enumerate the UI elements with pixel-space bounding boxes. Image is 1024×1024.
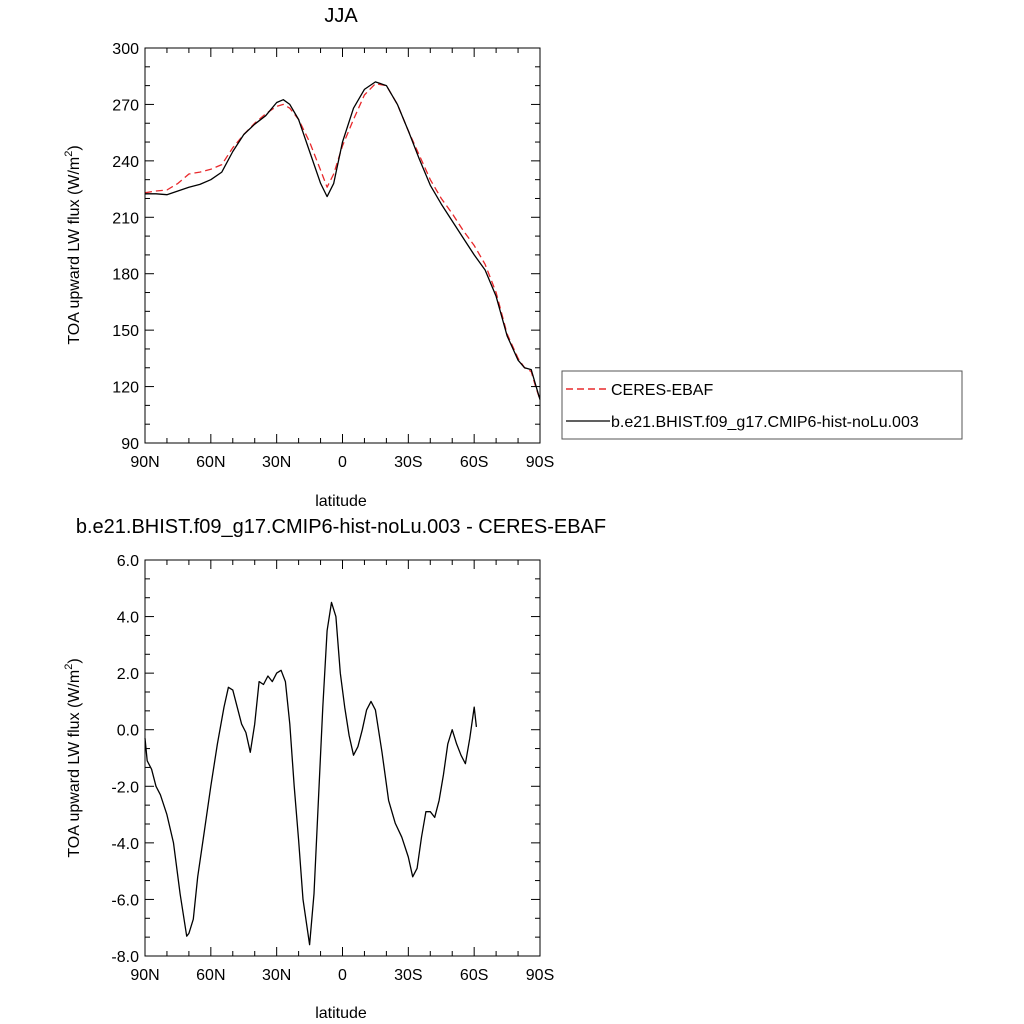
bottom-y-tick-label: -6.0 xyxy=(111,892,139,909)
bottom-x-axis-label: latitude xyxy=(315,1005,367,1022)
bottom-y-tick-label: 0.0 xyxy=(117,723,139,740)
top-x-tick-label: 60S xyxy=(460,454,488,471)
top-y-tick-label: 180 xyxy=(112,267,139,284)
top-x-axis-label: latitude xyxy=(315,493,367,510)
top-y-tick-label: 90 xyxy=(121,436,139,453)
top-y-axis-label-superscript: 2 xyxy=(63,151,75,157)
legend: CERES-EBAF b.e21.BHIST.f09_g17.CMIP6-his… xyxy=(561,370,963,440)
top-panel-title: JJA xyxy=(324,5,358,27)
bottom-x-tick-label: 30N xyxy=(262,967,291,984)
top-x-tick-label: 30N xyxy=(262,454,291,471)
bottom-panel: b.e21.BHIST.f09_g17.CMIP6-hist-noLu.003 … xyxy=(63,516,606,1022)
top-x-tick-label: 30S xyxy=(394,454,422,471)
bottom-panel-title: b.e21.BHIST.f09_g17.CMIP6-hist-noLu.003 … xyxy=(76,516,606,538)
top-y-tick-label: 300 xyxy=(112,41,139,58)
top-y-tick-label: 150 xyxy=(112,323,139,340)
bottom-x-tick-label: 30S xyxy=(394,967,422,984)
bottom-y-tick-label: -8.0 xyxy=(111,949,139,966)
bottom-y-axis-label-end: ) xyxy=(66,658,83,663)
bottom-y-axis-label-main: TOA upward LW flux (W/m xyxy=(66,670,83,858)
bottom-y-tick-label: 4.0 xyxy=(117,610,139,627)
top-y-tick-label: 240 xyxy=(112,154,139,171)
bottom-y-tick-label: -4.0 xyxy=(111,836,139,853)
top-plot-frame xyxy=(144,47,541,444)
bottom-y-tick-label: 2.0 xyxy=(117,666,139,683)
legend-label-ceres: CERES-EBAF xyxy=(611,382,713,399)
bottom-y-tick-label: -2.0 xyxy=(111,779,139,796)
bottom-x-tick-label: 90S xyxy=(526,967,554,984)
bottom-x-tick-label: 60S xyxy=(460,967,488,984)
top-x-tick-label: 0 xyxy=(338,454,347,471)
legend-box xyxy=(561,370,963,440)
top-y-tick-label: 270 xyxy=(112,97,139,114)
top-x-tick-label: 90N xyxy=(130,454,159,471)
top-series-line-0 xyxy=(144,83,541,400)
bottom-x-tick-label: 60N xyxy=(196,967,225,984)
top-y-tick-label: 120 xyxy=(112,380,139,397)
top-series-line-1 xyxy=(145,81,541,400)
top-y-axis-label: TOA upward LW flux (W/m2) xyxy=(63,145,83,344)
top-x-tick-label: 90S xyxy=(526,454,554,471)
top-y-axis-label-end: ) xyxy=(66,145,83,150)
top-y-axis-label-main: TOA upward LW flux (W/m xyxy=(66,157,83,345)
top-x-tick-label: 60N xyxy=(196,454,225,471)
bottom-x-tick-label: 0 xyxy=(338,967,347,984)
bottom-x-tick-label: 90N xyxy=(130,967,159,984)
bottom-plot-frame xyxy=(144,559,541,957)
top-y-tick-label: 210 xyxy=(112,210,139,227)
bottom-y-tick-label: 6.0 xyxy=(117,553,139,570)
bottom-series-line-0 xyxy=(144,601,478,946)
top-panel: JJA 90N 60N 30N 0 30S 60S 90S 90 120 150 180 210 240… xyxy=(63,5,963,510)
legend-label-model: b.e21.BHIST.f09_g17.CMIP6-hist-noLu.003 xyxy=(611,414,919,431)
bottom-y-axis-label-superscript: 2 xyxy=(63,664,75,670)
bottom-y-axis-label: TOA upward LW flux (W/m2) xyxy=(63,658,83,857)
